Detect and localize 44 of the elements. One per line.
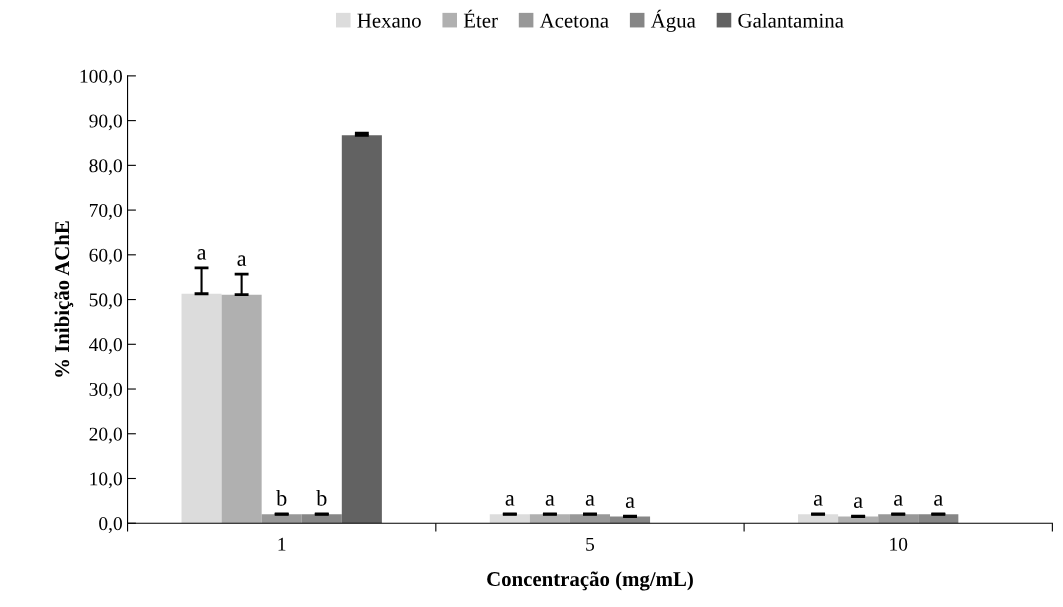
y-tick-label: 20,0 xyxy=(89,427,122,444)
bar xyxy=(301,514,342,524)
y-tick-label: 30,0 xyxy=(89,382,122,399)
y-tick-label: 60,0 xyxy=(89,248,122,265)
data-label: a xyxy=(854,497,863,508)
bar xyxy=(489,514,530,524)
bar xyxy=(181,293,222,524)
bar xyxy=(221,294,262,524)
bar xyxy=(569,514,610,524)
bar xyxy=(798,514,839,524)
data-label: a xyxy=(585,495,595,506)
bar xyxy=(878,514,919,524)
y-tick-label: 40,0 xyxy=(89,338,122,355)
y-tick-label: 90,0 xyxy=(89,114,122,131)
y-tick-label: 70,0 xyxy=(89,203,122,220)
legend-label: Galantamina xyxy=(738,12,844,28)
y-tick-label: 50,0 xyxy=(89,293,122,310)
data-label: b xyxy=(276,490,287,506)
x-tick-label: 5 xyxy=(586,537,595,551)
data-label: b xyxy=(316,490,327,506)
legend-label: Hexano xyxy=(357,13,421,28)
data-label: a xyxy=(813,495,823,506)
legend-label: Água xyxy=(650,9,696,32)
data-label: a xyxy=(625,497,635,508)
data-label: a xyxy=(505,495,515,506)
y-tick-label: 100,0 xyxy=(80,69,122,86)
y-tick-label: 80,0 xyxy=(89,159,122,176)
data-label: a xyxy=(545,495,555,506)
bar xyxy=(529,514,570,524)
data-label: a xyxy=(197,249,207,260)
y-tick-label: 10,0 xyxy=(90,472,122,489)
bar xyxy=(918,514,959,524)
bar xyxy=(341,135,382,524)
data-label: a xyxy=(934,495,943,506)
bar xyxy=(261,514,302,524)
legend-label: Éter xyxy=(463,9,498,28)
x-axis-title: Concentração (mg/mL) xyxy=(487,571,693,591)
x-tick-label: 10 xyxy=(890,537,908,551)
legend-label: Acetona xyxy=(539,13,609,28)
data-label: a xyxy=(894,495,903,506)
x-tick-label: 1 xyxy=(278,537,286,551)
y-tick-label: 0,0 xyxy=(99,517,122,533)
y-axis-title: % Inibição AChE xyxy=(54,221,74,377)
data-label: a xyxy=(237,255,247,266)
